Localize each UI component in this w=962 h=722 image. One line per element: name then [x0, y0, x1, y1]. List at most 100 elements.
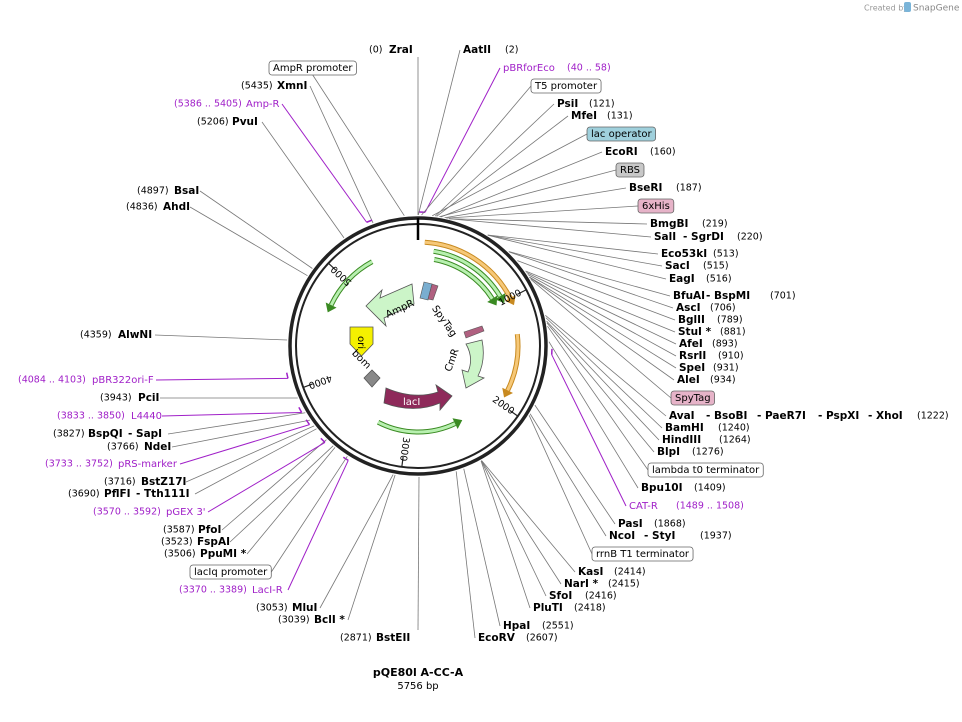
primer-leader	[281, 103, 368, 223]
site-name: BlpI	[657, 446, 680, 458]
site-leader	[529, 277, 675, 381]
feature-box	[637, 198, 675, 214]
feature-leader	[270, 456, 348, 573]
site-position: (2551)	[542, 621, 574, 632]
feature-label: CmR	[443, 347, 461, 373]
ruler-tick	[509, 409, 519, 417]
feature-arc	[377, 420, 456, 434]
brand-icon	[904, 2, 911, 12]
site-name: PpuMI *	[200, 548, 247, 560]
site-name: ZraI	[389, 44, 413, 56]
ruler-label: 3000	[397, 436, 411, 461]
site-leader	[545, 317, 663, 429]
feature-box	[268, 60, 357, 76]
site-leader	[481, 460, 562, 585]
site-leader	[546, 320, 660, 441]
feature-box	[615, 162, 645, 178]
site-position: (2414)	[614, 567, 646, 578]
primer-site	[298, 406, 303, 413]
primer-range: (40 .. 58)	[567, 63, 611, 74]
site-leader	[194, 428, 317, 495]
site-name: PflFI	[104, 488, 131, 500]
feature-arc	[506, 333, 520, 392]
site-name: BsaI	[174, 185, 199, 197]
site-position: (2415)	[608, 579, 640, 590]
site-name: PsiI	[557, 98, 578, 110]
site-leader	[455, 471, 476, 639]
feature-leader	[547, 325, 649, 471]
site-position: (1276)	[692, 447, 724, 458]
site-leader	[444, 187, 627, 219]
site-leader	[463, 468, 501, 627]
site-leader	[167, 412, 306, 435]
site-leader	[229, 445, 334, 543]
site-leader	[309, 85, 374, 224]
site-name: BamHI	[665, 422, 704, 434]
site-name: PluTI	[533, 602, 563, 614]
site-leader	[487, 234, 663, 267]
site-position: (910)	[718, 351, 744, 362]
site-leader	[199, 190, 313, 269]
site-name: HindIII	[662, 434, 701, 446]
ruler-label: 2000	[490, 394, 516, 417]
feature-label: ori	[355, 336, 366, 349]
feature-box	[591, 546, 694, 562]
site-name: AhdI	[163, 201, 190, 213]
site-position: (3587)	[163, 525, 195, 536]
site-position: (3690)	[68, 489, 100, 500]
site-name: - StyI	[644, 530, 675, 542]
site-name: SfoI	[549, 590, 572, 602]
site-leader	[154, 334, 288, 341]
site-name: SpeI	[679, 362, 705, 374]
site-name: MfeI	[571, 110, 597, 122]
primer-leader	[161, 411, 302, 417]
site-name: XmnI	[277, 80, 307, 92]
ruler-tick	[401, 456, 404, 467]
backbone-outer	[288, 216, 548, 476]
site-leader	[417, 49, 461, 216]
site-name: AvaI	[669, 410, 695, 422]
primer-site	[305, 419, 311, 426]
feature-label: bom	[349, 348, 372, 371]
site-name: - XhoI	[868, 410, 903, 422]
bom-feature	[363, 369, 381, 388]
site-name: PfoI	[198, 524, 221, 536]
site-leader	[246, 447, 336, 555]
site-position: (3716)	[104, 477, 136, 488]
site-name: - PspXI	[818, 410, 859, 422]
cmr-arrow	[461, 339, 485, 389]
site-leader	[261, 121, 345, 239]
site-name: BglII	[678, 314, 705, 326]
site-leader	[440, 151, 603, 218]
credit-brand: SnapGene	[913, 4, 960, 14]
plasmid-name: pQE80l A-CC-A	[373, 666, 464, 679]
ruler-tick	[327, 262, 337, 271]
site-name: StuI *	[678, 326, 712, 338]
site-leader	[487, 234, 667, 280]
site-leader	[509, 251, 674, 309]
site-leader	[487, 234, 659, 255]
feature-arc-head	[325, 302, 337, 313]
site-name: BmgBI	[650, 218, 688, 230]
feature-leader	[446, 205, 639, 219]
site-name: HpaI	[503, 620, 530, 632]
feature-box	[189, 564, 272, 580]
site-name: AleI	[677, 374, 700, 386]
site-name: - SapI	[128, 428, 162, 440]
ori-arrow	[349, 326, 374, 357]
site-leader	[417, 476, 420, 631]
primer-range: (4084 .. 4103)	[18, 375, 86, 386]
site-position: (2607)	[526, 633, 558, 644]
feature-box-label: T5 promoter	[534, 81, 598, 92]
site-position: (3766)	[107, 442, 139, 453]
site-leader	[508, 251, 671, 297]
primer-leader	[179, 424, 310, 465]
site-name: EagI	[669, 273, 695, 285]
site-leader	[517, 260, 676, 321]
site-name: RsrII	[679, 350, 706, 362]
feature-box-label: rrnB T1 terminator	[596, 549, 690, 560]
feature-leader	[432, 133, 588, 217]
site-name: - BspMI	[706, 290, 750, 302]
site-leader	[347, 474, 396, 621]
site-name: FspAI	[197, 536, 230, 548]
